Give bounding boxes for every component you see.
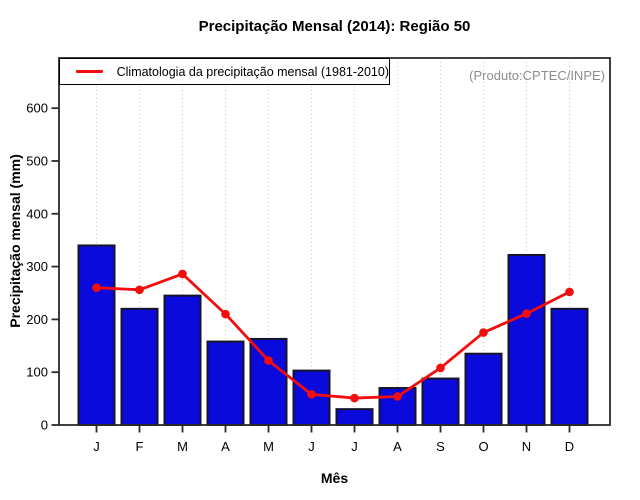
bar-1-J bbox=[77, 244, 116, 426]
x-tick-label-12: D bbox=[565, 439, 574, 454]
climatology-point-12 bbox=[565, 287, 574, 297]
x-tick-label-3: M bbox=[177, 439, 188, 454]
climatology-point-6 bbox=[307, 390, 316, 399]
x-tick-label-7: J bbox=[351, 439, 358, 454]
bar-3-M bbox=[163, 294, 202, 426]
x-tick-label-1: J bbox=[93, 439, 100, 454]
climatology-point-9 bbox=[436, 363, 445, 373]
climatology-point-1 bbox=[92, 283, 101, 293]
legend-line-sample bbox=[76, 70, 103, 73]
y-tick-label-100: 100 bbox=[26, 365, 48, 380]
y-tick-label-600: 600 bbox=[26, 101, 48, 116]
bar-2-F bbox=[120, 307, 159, 426]
climatology-point-4 bbox=[221, 309, 230, 319]
bar-10-O bbox=[464, 352, 503, 426]
climatology-point-11 bbox=[522, 309, 531, 318]
bar-12-D bbox=[550, 307, 589, 426]
y-tick-label-500: 500 bbox=[26, 153, 48, 168]
x-axis-title: Mês bbox=[320, 470, 349, 486]
x-tick-label-9: S bbox=[436, 439, 445, 454]
climatology-point-8 bbox=[393, 392, 402, 401]
y-tick-label-200: 200 bbox=[26, 312, 48, 327]
climatology-point-10 bbox=[479, 328, 488, 337]
x-tick-label-8: A bbox=[393, 439, 402, 454]
climatology-line bbox=[96, 272, 571, 400]
climatology-point-5 bbox=[264, 356, 273, 365]
bar-11-N bbox=[507, 253, 546, 426]
chart-title: Precipitação Mensal (2014): Região 50 bbox=[198, 18, 471, 35]
x-tick-label-10: O bbox=[478, 439, 488, 454]
produto-credit: (Produto:CPTEC/INPE) bbox=[469, 68, 605, 83]
bar-4-A bbox=[206, 340, 245, 426]
legend-label: Climatologia da precipitação mensal (198… bbox=[116, 64, 389, 79]
bar-5-M bbox=[249, 337, 288, 426]
climatology-point-7 bbox=[350, 393, 359, 403]
x-tick-label-2: F bbox=[136, 439, 144, 454]
climatology-point-2 bbox=[135, 285, 144, 295]
x-tick-label-6: J bbox=[308, 439, 315, 454]
y-tick-label-400: 400 bbox=[26, 206, 48, 221]
y-tick-label-300: 300 bbox=[26, 259, 48, 274]
y-tick-label-0: 0 bbox=[41, 418, 48, 433]
legend-box: Climatologia da precipitação mensal (198… bbox=[59, 58, 390, 85]
bar-9-S bbox=[421, 377, 460, 427]
x-tick-label-5: M bbox=[263, 439, 274, 454]
x-tick-label-11: N bbox=[522, 439, 531, 454]
x-tick-label-4: A bbox=[221, 439, 230, 454]
bar-7-J bbox=[335, 408, 374, 426]
climatology-point-3 bbox=[178, 269, 187, 279]
